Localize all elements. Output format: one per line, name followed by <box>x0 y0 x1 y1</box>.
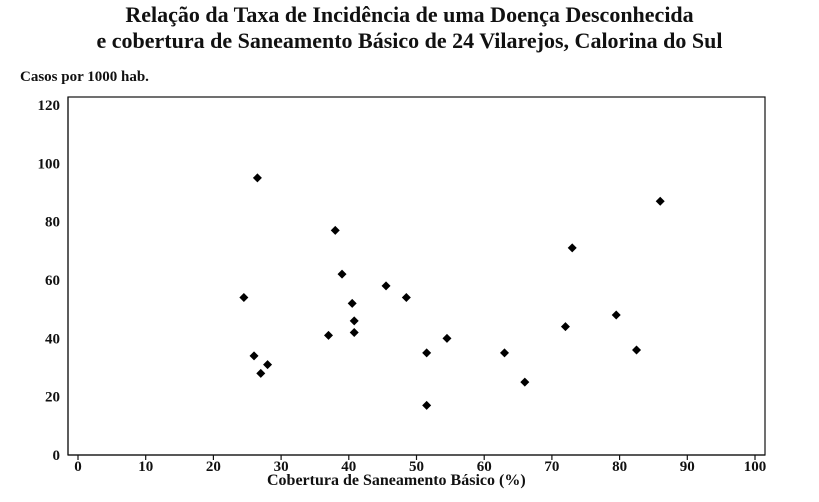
data-point <box>401 293 411 302</box>
y-tick-label: 60 <box>45 273 60 289</box>
data-point <box>381 281 391 291</box>
y-axis-label: Casos por 1000 hab. <box>20 69 149 85</box>
data-point <box>560 322 570 332</box>
chart-subtitle: e cobertura de Saneamento Básico de 24 V… <box>96 28 723 53</box>
x-tick-label: 20 <box>206 459 221 475</box>
data-point <box>256 368 266 378</box>
data-point <box>249 351 259 361</box>
data-point <box>349 328 359 337</box>
data-point <box>349 316 359 326</box>
y-tick-label: 0 <box>53 448 61 464</box>
x-tick-label: 40 <box>341 459 356 475</box>
x-axis-label: Cobertura de Saneamento Básico (%) <box>267 472 526 489</box>
x-tick-label: 70 <box>544 459 559 475</box>
data-point <box>330 225 340 235</box>
x-tick-label: 60 <box>477 459 492 475</box>
data-point <box>422 348 432 358</box>
y-tick-label: 20 <box>45 390 60 406</box>
x-tick-label: 30 <box>274 459 289 475</box>
data-point <box>500 348 510 358</box>
y-tick-label: 40 <box>45 331 60 347</box>
data-point <box>239 293 249 302</box>
data-point <box>323 330 333 340</box>
data-point <box>655 196 665 206</box>
data-point <box>347 298 357 308</box>
y-tick-label: 120 <box>38 98 61 114</box>
x-tick-label: 10 <box>138 459 153 475</box>
data-point <box>442 333 452 343</box>
data-point <box>337 269 347 279</box>
x-tick-label: 0 <box>74 459 82 475</box>
y-tick-label: 100 <box>38 156 61 172</box>
x-tick-label: 50 <box>409 459 424 475</box>
data-point <box>263 360 273 370</box>
data-point <box>252 173 262 183</box>
data-point <box>422 400 432 410</box>
data-point-group <box>239 173 665 410</box>
data-point <box>611 310 621 320</box>
x-tick-label: 80 <box>612 459 627 475</box>
data-point <box>632 345 642 355</box>
data-point <box>520 377 530 387</box>
y-tick-label: 80 <box>45 215 60 231</box>
x-tick-group: 0 10 20 30 40 50 60 70 80 90 100 <box>74 455 766 475</box>
x-tick-label: 90 <box>680 459 695 475</box>
data-point <box>567 243 577 253</box>
chart-title: Relação da Taxa de Incidência de uma Doe… <box>125 2 694 27</box>
x-tick-label: 100 <box>744 459 767 475</box>
plot-area-frame <box>67 96 766 456</box>
y-tick-group: 0 20 40 60 80 100 120 <box>38 98 61 464</box>
